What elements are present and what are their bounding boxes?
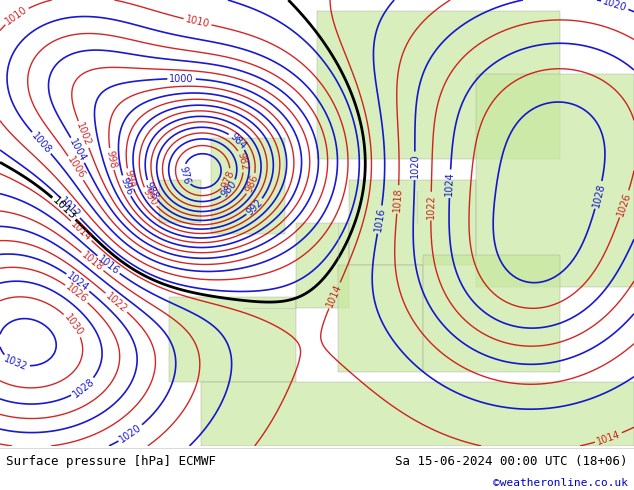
- Text: 1004: 1004: [67, 137, 88, 163]
- Text: 1020: 1020: [410, 153, 420, 178]
- Text: 984: 984: [228, 131, 248, 151]
- Text: 1014: 1014: [325, 282, 344, 309]
- Text: 1020: 1020: [118, 422, 143, 444]
- Text: 992: 992: [245, 197, 265, 217]
- Text: 998: 998: [105, 149, 118, 169]
- Polygon shape: [476, 74, 634, 287]
- Text: 1002: 1002: [74, 121, 93, 147]
- Text: 1018: 1018: [392, 187, 404, 212]
- Text: Surface pressure [hPa] ECMWF: Surface pressure [hPa] ECMWF: [6, 455, 216, 468]
- Polygon shape: [317, 11, 560, 159]
- Text: 1022: 1022: [426, 194, 436, 219]
- Text: 988: 988: [143, 180, 160, 201]
- Text: 994: 994: [122, 169, 138, 190]
- Polygon shape: [201, 382, 634, 446]
- Polygon shape: [296, 223, 349, 308]
- Text: 1010: 1010: [184, 14, 210, 29]
- Text: 990: 990: [140, 187, 159, 208]
- Text: 1032: 1032: [3, 353, 29, 372]
- Polygon shape: [423, 255, 560, 371]
- Text: 1028: 1028: [591, 182, 607, 208]
- Text: 978: 978: [219, 169, 236, 190]
- Text: 1026: 1026: [616, 191, 633, 217]
- Text: 1022: 1022: [104, 291, 129, 315]
- Polygon shape: [158, 180, 201, 223]
- Text: 1006: 1006: [65, 155, 87, 181]
- Text: 986: 986: [243, 173, 260, 194]
- Text: 1012: 1012: [58, 195, 82, 220]
- Text: 996: 996: [118, 175, 134, 196]
- Text: ©weatheronline.co.uk: ©weatheronline.co.uk: [493, 478, 628, 489]
- Text: Sa 15-06-2024 00:00 UTC (18+06): Sa 15-06-2024 00:00 UTC (18+06): [395, 455, 628, 468]
- Text: 1016: 1016: [373, 207, 387, 232]
- Text: 1008: 1008: [30, 130, 53, 155]
- Text: 1020: 1020: [602, 0, 628, 13]
- Text: 982: 982: [235, 151, 249, 172]
- Text: 1000: 1000: [169, 74, 194, 84]
- Text: 1014: 1014: [69, 219, 94, 243]
- Text: 1024: 1024: [65, 271, 91, 294]
- Text: 976: 976: [178, 165, 191, 185]
- Text: 1018: 1018: [80, 250, 105, 273]
- Text: 1024: 1024: [444, 171, 455, 196]
- Text: 1026: 1026: [64, 282, 89, 305]
- Text: 1030: 1030: [62, 312, 84, 338]
- Text: 1013: 1013: [51, 195, 78, 221]
- Polygon shape: [338, 266, 423, 371]
- Text: 1016: 1016: [96, 253, 121, 276]
- Polygon shape: [349, 180, 476, 266]
- Text: 980: 980: [219, 179, 239, 199]
- Text: 1014: 1014: [595, 429, 622, 446]
- Polygon shape: [211, 138, 285, 234]
- Text: 1028: 1028: [70, 376, 96, 399]
- Text: 1010: 1010: [3, 4, 29, 27]
- Polygon shape: [169, 297, 296, 382]
